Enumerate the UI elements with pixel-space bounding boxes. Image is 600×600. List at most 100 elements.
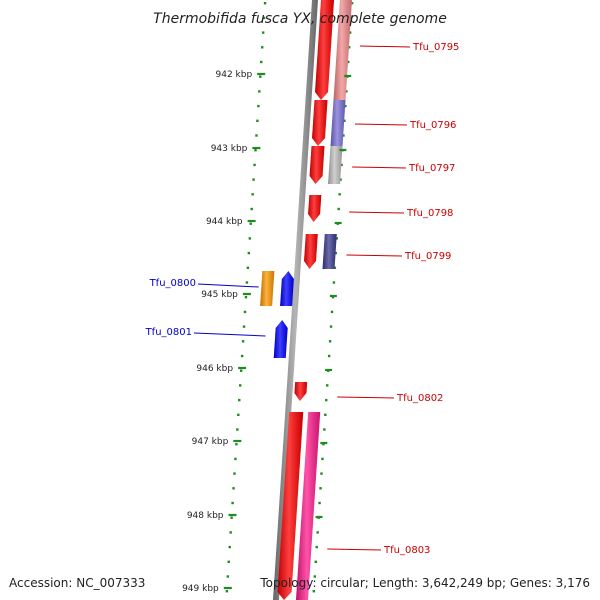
ring-dot — [331, 296, 335, 299]
ring-dot — [239, 384, 242, 387]
ring-dot — [327, 354, 331, 358]
gene-label-tfu_0799[interactable]: Tfu_0799 — [404, 251, 451, 262]
leader-line-tfu_0803 — [327, 548, 382, 551]
ring-dot — [330, 310, 334, 314]
gene-label-tfu_0796[interactable]: Tfu_0796 — [409, 120, 456, 131]
ring-dot — [227, 560, 230, 563]
ring-dot — [334, 251, 338, 255]
ring-dot — [244, 296, 248, 299]
ring-dot — [240, 354, 244, 358]
ring-dot — [258, 90, 261, 93]
accession-text: Accession: NC_007333 — [9, 576, 145, 590]
ring-dot — [323, 428, 326, 431]
ring-dot — [342, 134, 345, 137]
gene-features — [273, 0, 334, 600]
ring-dot — [325, 398, 328, 402]
ring-dot — [348, 46, 351, 49]
companion-shade — [328, 146, 343, 184]
ring-dot — [261, 31, 265, 34]
scale-tick-label: 949 kbp — [182, 584, 219, 594]
ring-dot — [340, 163, 343, 167]
ring-dot — [249, 222, 252, 225]
ring-dot — [350, 2, 354, 5]
gene-label-tfu_0795[interactable]: Tfu_0795 — [412, 42, 459, 53]
companion-feature-track — [260, 0, 352, 600]
gene-label-tfu_0797[interactable]: Tfu_0797 — [408, 163, 455, 174]
ring-dot — [319, 487, 322, 490]
ring-dot — [333, 266, 337, 269]
ring-dot — [233, 472, 236, 475]
gene-arrow-shade — [304, 234, 318, 269]
ring-dot — [332, 281, 336, 284]
gene-arrow-shade — [312, 100, 328, 146]
gene-label-tfu_0800[interactable]: Tfu_0800 — [149, 278, 196, 289]
ring-dot — [237, 413, 240, 416]
ring-dot — [322, 443, 325, 446]
gene-label-tfu_0801[interactable]: Tfu_0801 — [145, 327, 192, 338]
ring-dot — [256, 119, 259, 122]
ring-dot — [253, 163, 256, 167]
leader-line-tfu_0802 — [337, 396, 395, 399]
leader-line-tfu_0798 — [349, 211, 405, 214]
ring-dot — [232, 487, 235, 490]
ring-dot — [326, 384, 329, 387]
scale-tick-label: 944 kbp — [206, 217, 243, 227]
ring-dot — [238, 398, 241, 402]
gene-arrow-shade — [309, 146, 325, 184]
ring-dot — [315, 545, 318, 549]
gene-arrow-shade — [280, 271, 294, 306]
ring-dot — [228, 545, 231, 549]
ring-dot — [328, 340, 332, 343]
ring-dot — [242, 325, 246, 328]
ring-dot — [321, 457, 324, 461]
ring-dot — [314, 560, 317, 563]
ring-dot — [252, 178, 255, 181]
ring-dot — [337, 207, 340, 211]
ring-dot — [236, 428, 239, 431]
scale-ticks: 942 kbp 943 kbp 944 kbp 945 kbp 946 kbp 947 k… — [182, 70, 352, 594]
leader-line-tfu_0799 — [346, 254, 403, 257]
ring-dot — [261, 46, 264, 49]
ring-dot — [343, 119, 346, 122]
scale-tick-label: 945 kbp — [201, 290, 238, 300]
companion-shade — [322, 234, 337, 269]
scale-tick-label: 948 kbp — [187, 511, 224, 521]
ring-dot — [335, 237, 338, 240]
leader-line-tfu_0797 — [352, 166, 407, 169]
gene-arrow-shade — [273, 320, 288, 358]
ring-dot — [260, 60, 263, 64]
ring-dot — [324, 413, 327, 416]
gene-label-tfu_0803[interactable]: Tfu_0803 — [383, 545, 430, 556]
gene-label-tfu_0798[interactable]: Tfu_0798 — [406, 208, 453, 219]
ring-dot — [229, 531, 232, 534]
genome-backbone — [273, 0, 318, 600]
ring-dot — [312, 590, 316, 593]
ring-dot — [239, 369, 243, 372]
ring-dot — [243, 310, 247, 314]
ring-dot — [320, 472, 323, 475]
gene-label-tfu_0802[interactable]: Tfu_0802 — [396, 393, 443, 404]
companion-shade — [260, 271, 275, 306]
ring-dot — [226, 575, 230, 578]
ring-dot — [255, 134, 258, 137]
ring-dot — [257, 104, 260, 108]
ring-dot — [250, 207, 253, 211]
leader-line-tfu_0795 — [360, 45, 411, 48]
ring-dot — [231, 501, 234, 505]
ring-dot — [245, 281, 249, 284]
ring-dot — [313, 575, 317, 578]
companion-shade — [333, 0, 352, 100]
ring-dot — [251, 193, 254, 196]
ring-dot — [254, 149, 257, 152]
map-title: Thermobifida fusca YX, complete genome — [153, 11, 447, 27]
companion-shade — [330, 100, 346, 146]
gene-arrow-shade — [294, 382, 308, 401]
ring-dot — [235, 443, 238, 446]
ring-dot — [348, 31, 352, 34]
gene-arrow-shade — [308, 195, 322, 222]
ring-dot — [316, 531, 319, 534]
ring-dot — [344, 104, 347, 108]
leader-line-tfu_0800 — [197, 283, 259, 288]
